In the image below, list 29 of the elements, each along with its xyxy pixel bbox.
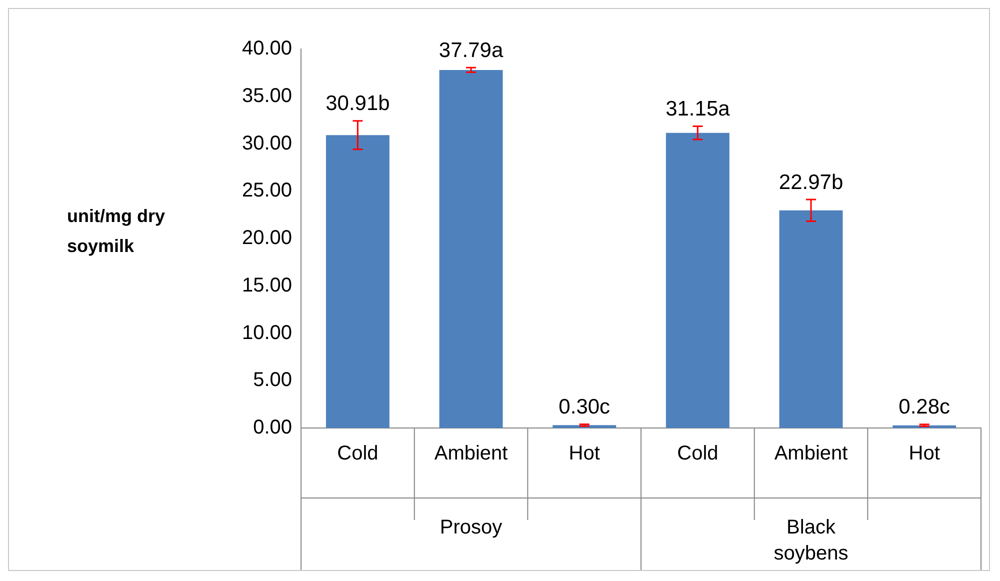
y-tick-label: 30.00 bbox=[242, 132, 292, 154]
y-tick-label: 25.00 bbox=[242, 180, 292, 202]
x-tick-label: Cold bbox=[677, 442, 718, 465]
data-label: 22.97b bbox=[778, 170, 844, 194]
data-label: 31.15a bbox=[666, 98, 730, 121]
data-label: 37.79a bbox=[438, 38, 504, 62]
y-tick-label: 0.00 bbox=[253, 416, 292, 439]
y-tick-label: 5.00 bbox=[253, 369, 292, 392]
y-tick-label: 35.00 bbox=[242, 84, 292, 107]
bar bbox=[552, 425, 616, 428]
bar bbox=[666, 132, 730, 428]
x-tick-label: Cold bbox=[337, 442, 378, 465]
y-tick-label: 40.00 bbox=[242, 38, 292, 60]
data-label: 30.91b bbox=[326, 92, 390, 116]
y-axis-title: unit/mg dry soymilk bbox=[67, 206, 165, 256]
text: Black soybens bbox=[774, 516, 848, 565]
x-tick-label: Ambient bbox=[774, 442, 848, 465]
y-tick-label: 20.00 bbox=[242, 227, 292, 250]
bar bbox=[326, 135, 390, 428]
x-tick-label: Ambient bbox=[434, 442, 508, 465]
data-label: 0.30c bbox=[558, 396, 610, 419]
x-tick-label: Hot bbox=[908, 442, 940, 465]
y-tick-label: 10.00 bbox=[242, 322, 292, 344]
y-tick-label: 15.00 bbox=[242, 274, 292, 296]
bar bbox=[439, 70, 503, 428]
x-tick-label: Hot bbox=[568, 442, 600, 465]
text: Prosoy bbox=[440, 516, 502, 539]
data-label: 0.28c bbox=[898, 396, 950, 419]
bar bbox=[779, 210, 843, 428]
